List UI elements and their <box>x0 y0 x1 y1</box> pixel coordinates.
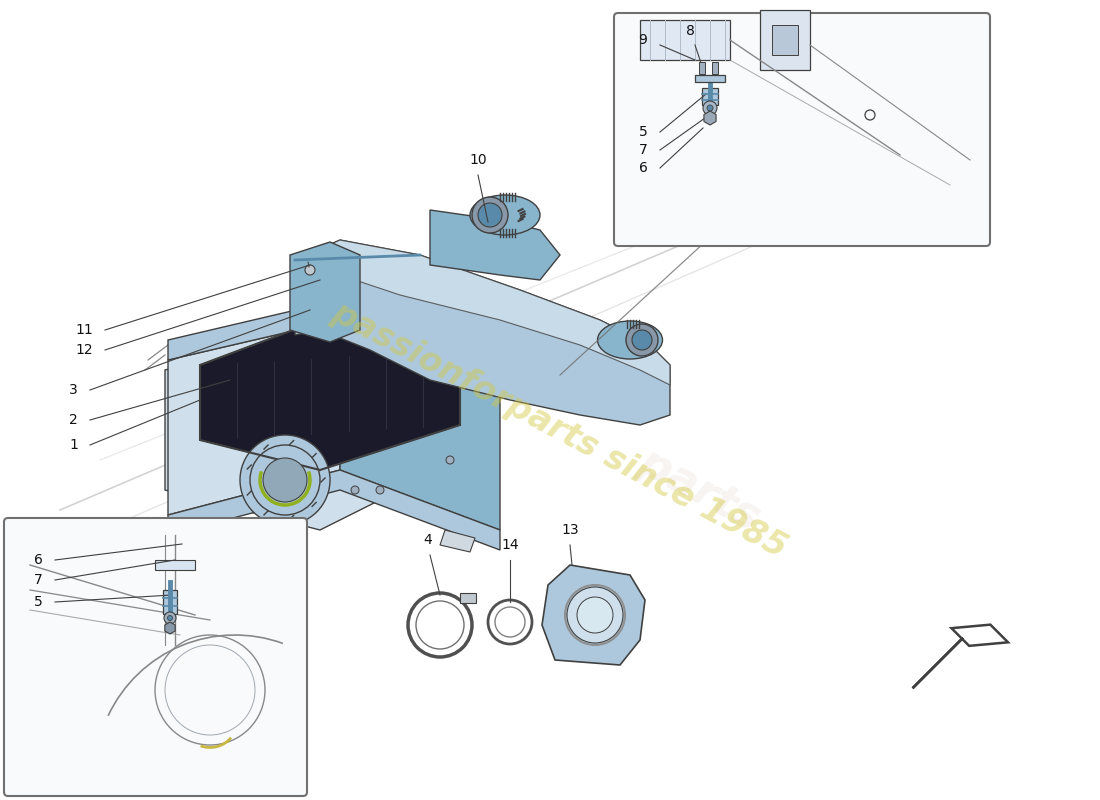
Polygon shape <box>168 295 500 390</box>
Polygon shape <box>698 62 705 74</box>
Text: 5: 5 <box>34 595 43 609</box>
Text: 6: 6 <box>639 161 648 175</box>
Circle shape <box>703 101 717 115</box>
Text: 1: 1 <box>69 438 78 452</box>
Polygon shape <box>772 25 798 55</box>
Circle shape <box>446 456 454 464</box>
Text: 2: 2 <box>69 413 78 427</box>
Polygon shape <box>640 20 730 60</box>
Polygon shape <box>200 320 460 470</box>
FancyBboxPatch shape <box>4 518 307 796</box>
Polygon shape <box>702 88 718 105</box>
Polygon shape <box>430 210 560 280</box>
Circle shape <box>566 587 623 643</box>
Polygon shape <box>440 530 475 552</box>
Circle shape <box>240 435 330 525</box>
Polygon shape <box>295 240 670 425</box>
Polygon shape <box>460 593 476 603</box>
Circle shape <box>351 486 359 494</box>
Text: 6: 6 <box>34 553 43 567</box>
Polygon shape <box>704 111 716 125</box>
FancyBboxPatch shape <box>614 13 990 246</box>
Circle shape <box>478 203 502 227</box>
Circle shape <box>707 105 713 111</box>
Polygon shape <box>168 470 500 550</box>
Polygon shape <box>340 320 500 530</box>
Text: 7: 7 <box>34 573 43 587</box>
Text: 11: 11 <box>75 323 94 337</box>
Text: parts: parts <box>631 440 768 540</box>
Text: 13: 13 <box>561 523 579 537</box>
Polygon shape <box>165 622 175 634</box>
Circle shape <box>164 612 176 624</box>
Text: 12: 12 <box>76 343 94 357</box>
Polygon shape <box>165 330 390 530</box>
Ellipse shape <box>597 321 662 359</box>
Text: 10: 10 <box>470 153 487 167</box>
Polygon shape <box>542 565 645 665</box>
Polygon shape <box>168 320 340 515</box>
Polygon shape <box>712 62 718 74</box>
Text: 3: 3 <box>69 383 78 397</box>
Text: 9: 9 <box>638 33 647 47</box>
Text: 7: 7 <box>639 143 648 157</box>
Polygon shape <box>290 242 360 342</box>
Polygon shape <box>155 560 195 570</box>
Polygon shape <box>163 590 177 614</box>
Text: 14: 14 <box>502 538 519 552</box>
Text: 4: 4 <box>424 533 432 547</box>
Polygon shape <box>295 240 670 385</box>
Circle shape <box>376 486 384 494</box>
Ellipse shape <box>470 195 540 235</box>
Circle shape <box>167 615 173 621</box>
Circle shape <box>632 330 652 350</box>
Circle shape <box>305 265 315 275</box>
Circle shape <box>263 458 307 502</box>
Circle shape <box>472 197 508 233</box>
Polygon shape <box>695 75 725 82</box>
Circle shape <box>626 324 658 356</box>
Circle shape <box>578 597 613 633</box>
Text: 5: 5 <box>639 125 648 139</box>
Text: 8: 8 <box>685 24 694 38</box>
Text: passionforparts since 1985: passionforparts since 1985 <box>327 295 793 565</box>
Polygon shape <box>760 10 810 70</box>
